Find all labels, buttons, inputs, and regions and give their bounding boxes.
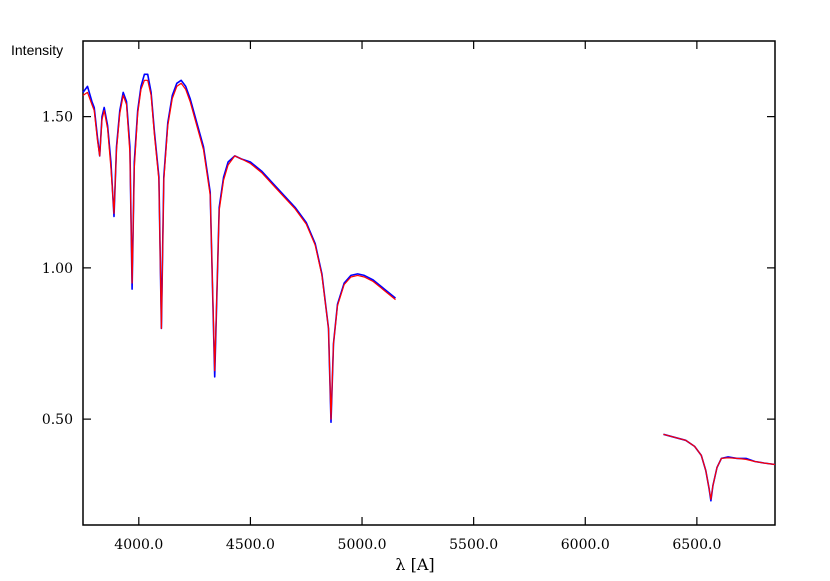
y-axis-title: Intensity (11, 42, 63, 58)
x-axis-title: λ [A] (395, 555, 434, 574)
x-tick-label: 6000.0 (561, 537, 610, 553)
plot-frame (82, 40, 776, 526)
y-tick-label: 1.00 (42, 261, 73, 277)
y-tick-label: 1.50 (42, 110, 73, 126)
x-axis-ticks: 4000.0 4500.0 5000.0 5500.0 6000.0 6500.0 (114, 41, 721, 553)
series-line-observed (663, 433, 776, 502)
series-line-model (663, 433, 776, 500)
x-tick-label: 4000.0 (114, 537, 163, 553)
x-tick-label: 4500.0 (226, 537, 275, 553)
series-group (82, 73, 776, 502)
x-tick-label: 5500.0 (449, 537, 498, 553)
series-line-observed (82, 73, 397, 423)
y-axis-ticks: 0.50 1.00 1.50 (42, 110, 775, 428)
y-tick-label: 0.50 (42, 412, 73, 428)
x-tick-label: 6500.0 (672, 537, 721, 553)
series-line-model (82, 79, 396, 420)
x-tick-label: 5000.0 (338, 537, 387, 553)
